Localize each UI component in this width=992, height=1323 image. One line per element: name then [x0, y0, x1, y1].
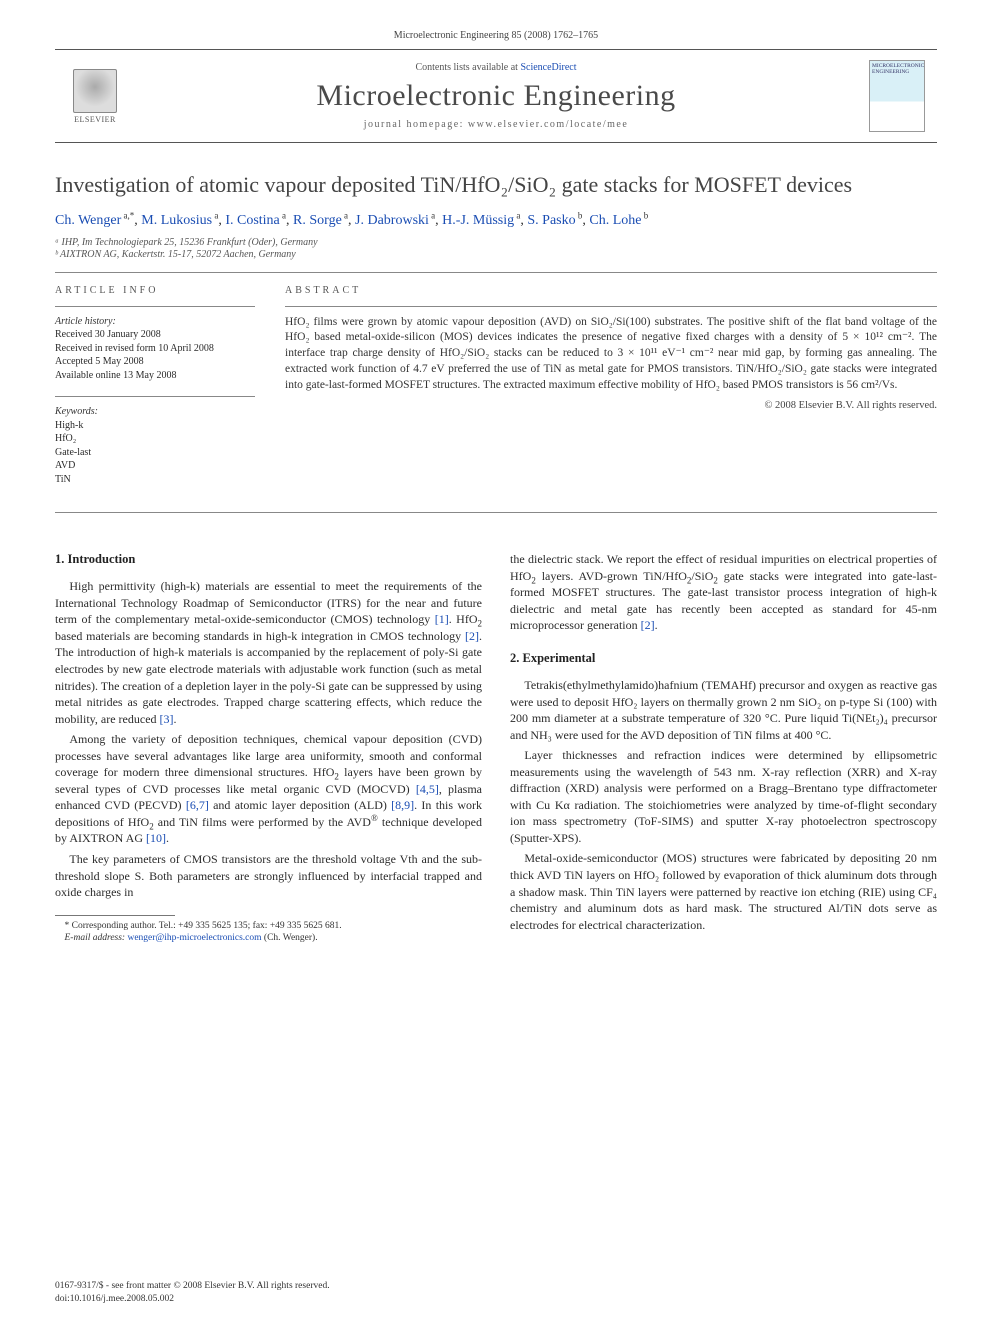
section-heading-experimental: 2. Experimental [510, 650, 937, 667]
divider [55, 306, 255, 307]
body-paragraph: Among the variety of deposition techniqu… [55, 731, 482, 847]
publisher-name: ELSEVIER [74, 115, 116, 124]
ref-link[interactable]: [8,9] [391, 798, 414, 812]
elsevier-tree-icon [73, 69, 117, 113]
affil-sup: b [576, 210, 583, 220]
running-head: Microelectronic Engineering 85 (2008) 17… [55, 30, 937, 41]
body-paragraph: Metal-oxide-semiconductor (MOS) structur… [510, 850, 937, 933]
affil-sup: a [280, 210, 286, 220]
email-link[interactable]: wenger@ihp-microelectronics.com [127, 933, 261, 943]
contents-line: Contents lists available at ScienceDirec… [137, 62, 855, 73]
history-item: Available online 13 May 2008 [55, 369, 255, 383]
author-link[interactable]: I. Costina [225, 213, 279, 228]
divider [55, 272, 937, 273]
divider [285, 306, 937, 307]
info-abstract-row: ARTICLE INFO Article history: Received 3… [55, 285, 937, 501]
body-paragraph: Tetrakis(ethylmethylamido)hafnium (TEMAH… [510, 677, 937, 743]
author-link[interactable]: J. Dabrowski [355, 213, 429, 228]
author-link[interactable]: Ch. Lohe [589, 213, 641, 228]
body-paragraph: the dielectric stack. We report the effe… [510, 551, 937, 634]
body-paragraph: Layer thicknesses and refraction indices… [510, 747, 937, 846]
affiliation-b: ᵇ AIXTRON AG, Kackertstr. 15-17, 52072 A… [55, 249, 937, 260]
keyword: TiN [55, 473, 255, 487]
contents-text: Contents lists available at [415, 62, 520, 73]
ref-link[interactable]: [2] [641, 618, 655, 632]
abstract-text: HfO₂ films were grown by atomic vapour d… [285, 315, 937, 394]
history-item: Received in revised form 10 April 2008 [55, 342, 255, 356]
affil-sup: a [212, 210, 218, 220]
homepage-url: www.elsevier.com/locate/mee [468, 119, 628, 130]
affil-sup: a [514, 210, 520, 220]
section-heading-intro: 1. Introduction [55, 551, 482, 568]
article-info-column: ARTICLE INFO Article history: Received 3… [55, 285, 255, 501]
author-list: Ch. Wenger a,*, M. Lukosius a, I. Costin… [55, 213, 937, 229]
divider [55, 396, 255, 397]
article-history: Article history: Received 30 January 200… [55, 315, 255, 383]
affil-sup: a [342, 210, 348, 220]
affil-sup: b [641, 210, 648, 220]
keywords-block: Keywords: High-k HfO₂ Gate-last AVD TiN [55, 405, 255, 486]
affiliation-a: ᵃ IHP, Im Technologiepark 25, 15236 Fran… [55, 237, 937, 248]
keyword: High-k [55, 419, 255, 433]
body-paragraph: The key parameters of CMOS transistors a… [55, 851, 482, 901]
email-label: E-mail address: [65, 933, 126, 943]
affiliations: ᵃ IHP, Im Technologiepark 25, 15236 Fran… [55, 237, 937, 260]
ref-link[interactable]: [2] [465, 629, 479, 643]
history-item: Received 30 January 2008 [55, 328, 255, 342]
homepage-line: journal homepage: www.elsevier.com/locat… [137, 119, 855, 130]
footnote-line: E-mail address: wenger@ihp-microelectron… [55, 932, 482, 944]
ref-link[interactable]: [4,5] [416, 782, 439, 796]
footnote-separator [55, 915, 175, 916]
divider [55, 512, 937, 513]
keyword: AVD [55, 459, 255, 473]
ref-link[interactable]: [1] [435, 612, 449, 626]
history-item: Accepted 5 May 2008 [55, 355, 255, 369]
corresponding-author-footnote: * Corresponding author. Tel.: +49 335 56… [55, 920, 482, 945]
journal-cover-thumbnail: MICROELECTRONIC ENGINEERING [869, 60, 925, 132]
header-center: Contents lists available at ScienceDirec… [123, 62, 869, 130]
keywords-label: Keywords: [55, 405, 255, 419]
sciencedirect-link[interactable]: ScienceDirect [520, 62, 576, 73]
article-info-heading: ARTICLE INFO [55, 285, 255, 296]
footnote-line: * Corresponding author. Tel.: +49 335 56… [55, 920, 482, 932]
article-title: Investigation of atomic vapour deposited… [55, 171, 937, 199]
affil-sup: a [429, 210, 435, 220]
journal-title: Microelectronic Engineering [137, 79, 855, 113]
footer-doi: doi:10.1016/j.mee.2008.05.002 [55, 1293, 330, 1305]
history-label: Article history: [55, 315, 255, 329]
abstract-column: ABSTRACT HfO₂ films were grown by atomic… [285, 285, 937, 501]
body-paragraph: High permittivity (high-k) materials are… [55, 578, 482, 727]
cover-title: MICROELECTRONIC ENGINEERING [872, 63, 922, 75]
body-text-columns: 1. Introduction High permittivity (high-… [55, 551, 937, 944]
author-link[interactable]: M. Lukosius [141, 213, 212, 228]
homepage-label: journal homepage: [364, 119, 468, 130]
ref-link[interactable]: [3] [160, 712, 174, 726]
publisher-logo: ELSEVIER [67, 65, 123, 127]
author-link[interactable]: Ch. Wenger [55, 213, 121, 228]
ref-link[interactable]: [6,7] [186, 798, 209, 812]
abstract-heading: ABSTRACT [285, 285, 937, 296]
author-link[interactable]: R. Sorge [293, 213, 342, 228]
author-link[interactable]: H.-J. Müssig [442, 213, 514, 228]
keyword: HfO₂ [55, 432, 255, 446]
keyword: Gate-last [55, 446, 255, 460]
journal-header-box: ELSEVIER Contents lists available at Sci… [55, 49, 937, 143]
page-footer: 0167-9317/$ - see front matter © 2008 El… [55, 1280, 330, 1305]
affil-sup: a,* [121, 210, 134, 220]
ref-link[interactable]: [10] [146, 831, 166, 845]
footnote-tail: (Ch. Wenger). [262, 933, 318, 943]
author-link[interactable]: S. Pasko [527, 213, 575, 228]
footer-copyright: 0167-9317/$ - see front matter © 2008 El… [55, 1280, 330, 1292]
abstract-copyright: © 2008 Elsevier B.V. All rights reserved… [285, 400, 937, 411]
